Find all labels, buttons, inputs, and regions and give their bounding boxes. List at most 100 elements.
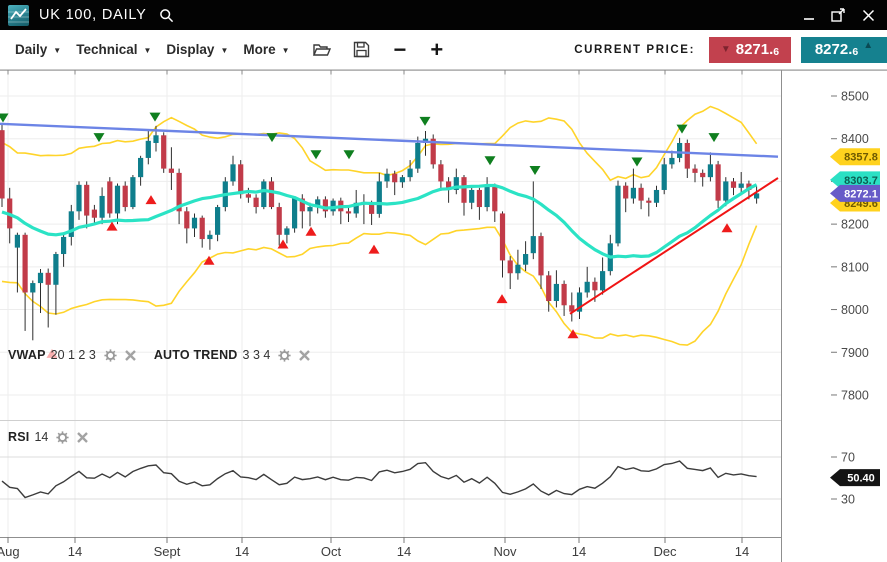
zoom-in-button[interactable]: +	[430, 36, 444, 62]
price-tag: 8272.1	[830, 184, 880, 202]
candle-down	[168, 168, 174, 173]
candle-up	[530, 236, 536, 254]
candle-up	[407, 168, 413, 178]
app-logo-icon	[8, 4, 29, 26]
svg-text:70: 70	[841, 451, 855, 465]
candle-up	[738, 183, 744, 188]
sell-signal-arrow	[93, 133, 105, 143]
menu-technical[interactable]: Technical ▼	[76, 42, 151, 57]
candle-up	[61, 236, 67, 255]
candle-up	[453, 177, 459, 190]
main-price-panel[interactable]	[0, 105, 779, 358]
menu-timeframe[interactable]: Daily ▼	[15, 42, 61, 57]
svg-text:50.40: 50.40	[847, 473, 875, 485]
candle-up	[99, 195, 105, 218]
buy-signal-arrow	[106, 221, 118, 231]
rsi-settings-gear-icon[interactable]	[56, 430, 69, 444]
sell-price-button[interactable]: ▼ 8271. 6	[709, 36, 791, 63]
candle-down	[253, 197, 259, 208]
candle-down	[22, 234, 28, 293]
signal-arrows-layer	[0, 112, 733, 358]
candle-down	[438, 164, 444, 182]
zoom-out-button[interactable]: −	[393, 36, 407, 62]
svg-text:8303.7: 8303.7	[844, 175, 878, 187]
sell-signal-arrow	[266, 133, 278, 143]
rsi-panel[interactable]	[1, 460, 757, 499]
buy-price-button[interactable]: 8272. 6 ▲	[801, 36, 887, 63]
price-tag: 8357.8	[830, 148, 880, 166]
sell-signal-arrow	[529, 166, 541, 176]
svg-text:Oct: Oct	[321, 544, 342, 559]
vwap-indicator-label: VWAP	[8, 348, 46, 362]
open-folder-icon[interactable]	[312, 42, 331, 58]
candle-up	[191, 217, 198, 229]
svg-text:14: 14	[235, 544, 249, 559]
candle-up	[523, 254, 529, 265]
candle-up	[68, 211, 74, 237]
candle-up	[653, 189, 660, 203]
candle-down	[715, 164, 721, 201]
autotrend-settings-gear-icon[interactable]	[278, 348, 291, 362]
minimize-button[interactable]	[803, 9, 815, 21]
candle-down	[369, 204, 375, 214]
trendline-descending-resistance[interactable]	[0, 122, 779, 158]
candle-up	[14, 234, 20, 248]
candle-down	[700, 172, 706, 178]
autotrend-remove-icon[interactable]	[299, 349, 311, 361]
svg-text:14: 14	[572, 544, 586, 559]
svg-text:Dec: Dec	[653, 544, 677, 559]
chevron-down-icon: ▼	[281, 46, 290, 55]
axes	[0, 70, 887, 562]
candle-down	[276, 207, 282, 235]
sell-signal-arrow	[149, 112, 161, 122]
candle-down	[746, 183, 752, 190]
svg-text:14: 14	[68, 544, 82, 559]
svg-text:Sept: Sept	[154, 544, 181, 559]
candle-down	[492, 185, 498, 212]
vwap-remove-icon[interactable]	[124, 349, 136, 361]
candle-up	[230, 164, 236, 182]
candle-down	[238, 164, 244, 195]
close-icon[interactable]	[862, 9, 875, 22]
candle-up	[707, 164, 713, 178]
search-icon[interactable]	[159, 8, 174, 23]
candle-up	[399, 177, 405, 183]
buy-signal-arrow	[277, 239, 289, 249]
candle-up	[600, 271, 606, 291]
trendline-ascending-support[interactable]	[569, 177, 779, 315]
popout-button[interactable]	[831, 8, 846, 22]
vwap-indicator-params: 20 1 2 3	[50, 348, 96, 362]
chevron-down-icon: ▼	[143, 46, 152, 55]
rsi-remove-icon[interactable]	[77, 431, 89, 443]
svg-text:8000: 8000	[841, 303, 869, 317]
buy-price-value: 8272.	[814, 41, 853, 58]
candle-up	[138, 157, 144, 178]
window-title: UK 100, DAILY	[39, 7, 147, 23]
overlay-indicator-labels: VWAP 20 1 2 3 AUTO TREND 3 3 4	[8, 348, 311, 362]
candle-up	[215, 207, 221, 235]
candle-down	[692, 168, 698, 173]
vwap-settings-gear-icon[interactable]	[104, 348, 117, 362]
candle-down	[684, 142, 690, 169]
sell-signal-arrow	[0, 113, 9, 123]
candle-up	[469, 189, 475, 203]
autotrend-indicator-label: AUTO TREND	[153, 348, 238, 362]
candle-up	[153, 135, 159, 143]
sell-signal-arrow	[419, 116, 431, 126]
candle-up	[376, 181, 382, 214]
candle-down	[561, 283, 567, 306]
sell-signal-arrow	[631, 157, 643, 167]
save-icon[interactable]	[353, 41, 370, 58]
svg-text:8400: 8400	[841, 132, 869, 146]
chart-toolbar: Daily ▼ Technical ▼ Display ▼ More ▼ − +…	[0, 30, 887, 70]
buy-signal-arrow	[203, 255, 215, 265]
candle-down	[299, 198, 305, 212]
menu-display-label: Display	[166, 42, 215, 57]
candle-down	[461, 177, 467, 203]
menu-more[interactable]: More ▼	[243, 42, 289, 57]
time-axis-labels: Aug 14 Sept 14 Oct 14 Nov 14 Dec 14	[0, 544, 749, 559]
menu-display[interactable]: Display ▼	[166, 42, 228, 57]
candle-up	[307, 207, 313, 212]
svg-text:8100: 8100	[841, 260, 869, 274]
